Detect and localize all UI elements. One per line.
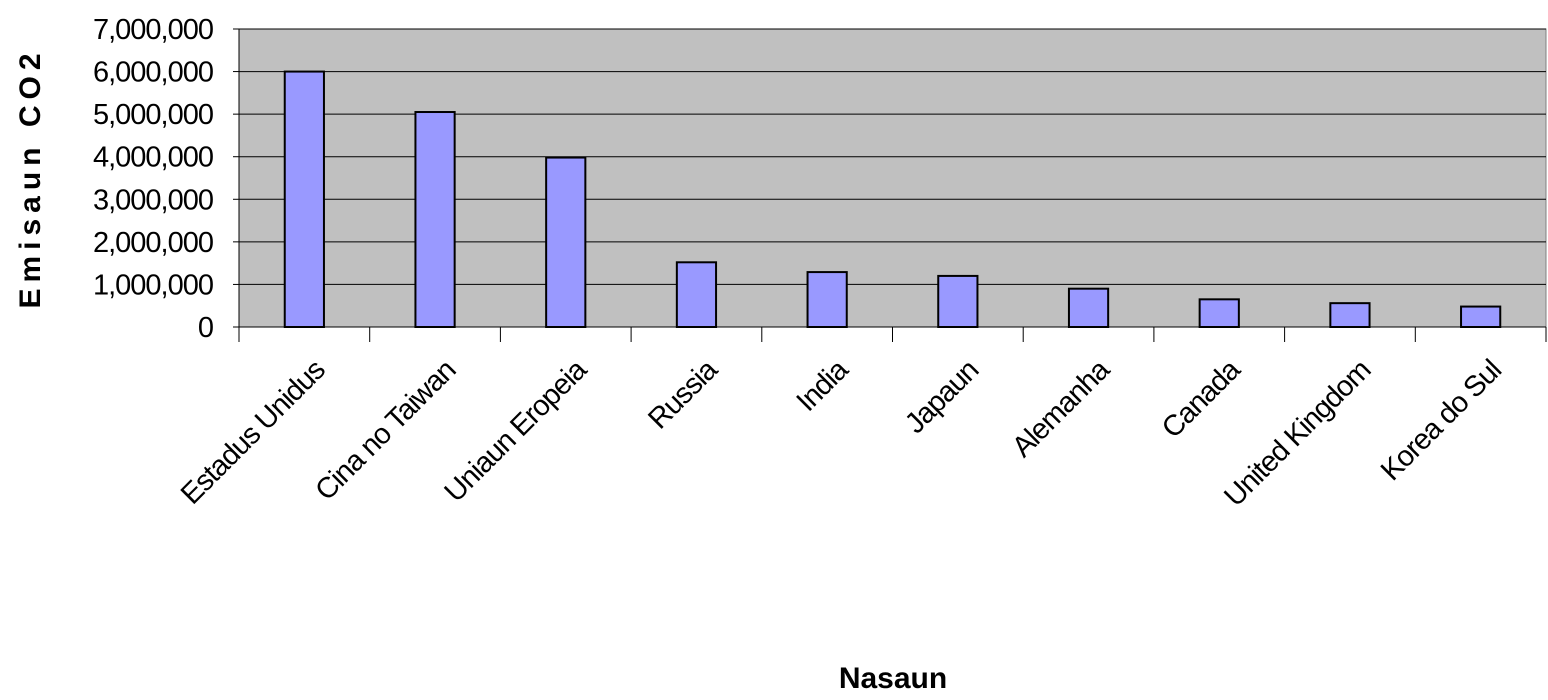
x-tick-label: Alemanha bbox=[1006, 353, 1117, 464]
y-tick-label: 2,000,000 bbox=[93, 227, 213, 259]
bar-estadus-unidus bbox=[283, 70, 325, 328]
bar-united-kingdom bbox=[1329, 302, 1371, 329]
plot-area bbox=[238, 28, 1547, 328]
bar-korea-do-sul bbox=[1460, 305, 1502, 328]
x-tick-label: Russia bbox=[642, 353, 724, 435]
x-tick-label: Estadus Unidus bbox=[175, 354, 332, 511]
x-tick-label: India bbox=[791, 353, 856, 418]
bar-uniaun-eropeia bbox=[545, 156, 587, 328]
x-tick-label: Uniaun Eropeia bbox=[439, 353, 594, 508]
y-tick-label: 7,000,000 bbox=[93, 14, 213, 46]
x-tick-label: Canada bbox=[1156, 353, 1248, 445]
y-tick-label: 5,000,000 bbox=[93, 99, 213, 131]
x-axis-title: Nasaun bbox=[839, 662, 947, 695]
y-axis-title: Emisaun CO2 bbox=[14, 47, 47, 308]
x-tick-label: Japaun bbox=[899, 354, 985, 440]
bar-japaun bbox=[937, 274, 979, 328]
y-tick-label: 4,000,000 bbox=[93, 142, 213, 174]
bar-india bbox=[806, 271, 848, 328]
bar-canada bbox=[1198, 298, 1240, 329]
y-tick-label: 0 bbox=[198, 312, 213, 344]
bar-cina-no-taiwan bbox=[414, 111, 456, 328]
y-tick-label: 1,000,000 bbox=[93, 269, 213, 301]
bar-russia bbox=[675, 261, 718, 329]
x-tick-label: Korea do Sul bbox=[1375, 354, 1508, 487]
y-tick-label: 3,000,000 bbox=[93, 184, 213, 216]
y-tick-label: 6,000,000 bbox=[93, 57, 213, 89]
bar-alemanha bbox=[1067, 287, 1110, 328]
